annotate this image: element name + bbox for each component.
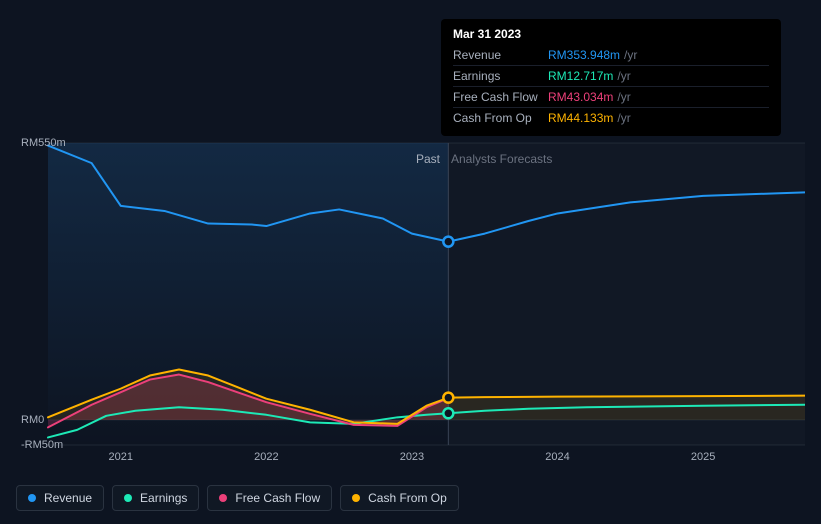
tooltip-metric-value: RM44.133m [548, 111, 613, 125]
forecast-label: Analysts Forecasts [451, 152, 552, 166]
tooltip-metric-label: Revenue [453, 48, 548, 62]
tooltip-row: Cash From OpRM44.133m/yr [453, 108, 769, 128]
tooltip-row: RevenueRM353.948m/yr [453, 45, 769, 66]
tooltip-metric-suffix: /yr [617, 90, 630, 104]
legend-label: Cash From Op [368, 491, 447, 505]
tooltip-metric-value: RM353.948m [548, 48, 620, 62]
x-tick-label: 2022 [254, 451, 278, 463]
x-tick-label: 2021 [109, 451, 133, 463]
legend-dot-icon [219, 494, 227, 502]
y-tick-label: -RM50m [21, 439, 63, 451]
tooltip-metric-suffix: /yr [617, 111, 630, 125]
x-tick-label: 2024 [545, 451, 569, 463]
legend-dot-icon [124, 494, 132, 502]
chart-tooltip: Mar 31 2023 RevenueRM353.948m/yrEarnings… [441, 19, 781, 136]
tooltip-metric-label: Earnings [453, 69, 548, 83]
legend-label: Revenue [44, 491, 92, 505]
legend-item-cfo[interactable]: Cash From Op [340, 485, 459, 511]
legend-label: Earnings [140, 491, 187, 505]
x-tick-label: 2025 [691, 451, 715, 463]
x-tick-label: 2023 [400, 451, 424, 463]
tooltip-metric-label: Cash From Op [453, 111, 548, 125]
legend-item-earnings[interactable]: Earnings [112, 485, 199, 511]
legend-item-fcf[interactable]: Free Cash Flow [207, 485, 332, 511]
tooltip-metric-suffix: /yr [617, 69, 630, 83]
y-tick-label: RM0 [21, 414, 44, 426]
legend-item-revenue[interactable]: Revenue [16, 485, 104, 511]
tooltip-metric-value: RM12.717m [548, 69, 613, 83]
tooltip-row: EarningsRM12.717m/yr [453, 66, 769, 87]
tooltip-metric-suffix: /yr [624, 48, 637, 62]
legend-dot-icon [28, 494, 36, 502]
tooltip-date: Mar 31 2023 [453, 27, 769, 41]
y-tick-label: RM550m [21, 137, 66, 149]
past-label: Past [416, 152, 440, 166]
legend: Revenue Earnings Free Cash Flow Cash From O… [16, 485, 459, 511]
tooltip-row: Free Cash FlowRM43.034m/yr [453, 87, 769, 108]
legend-dot-icon [352, 494, 360, 502]
tooltip-metric-label: Free Cash Flow [453, 90, 548, 104]
tooltip-metric-value: RM43.034m [548, 90, 613, 104]
legend-label: Free Cash Flow [235, 491, 320, 505]
